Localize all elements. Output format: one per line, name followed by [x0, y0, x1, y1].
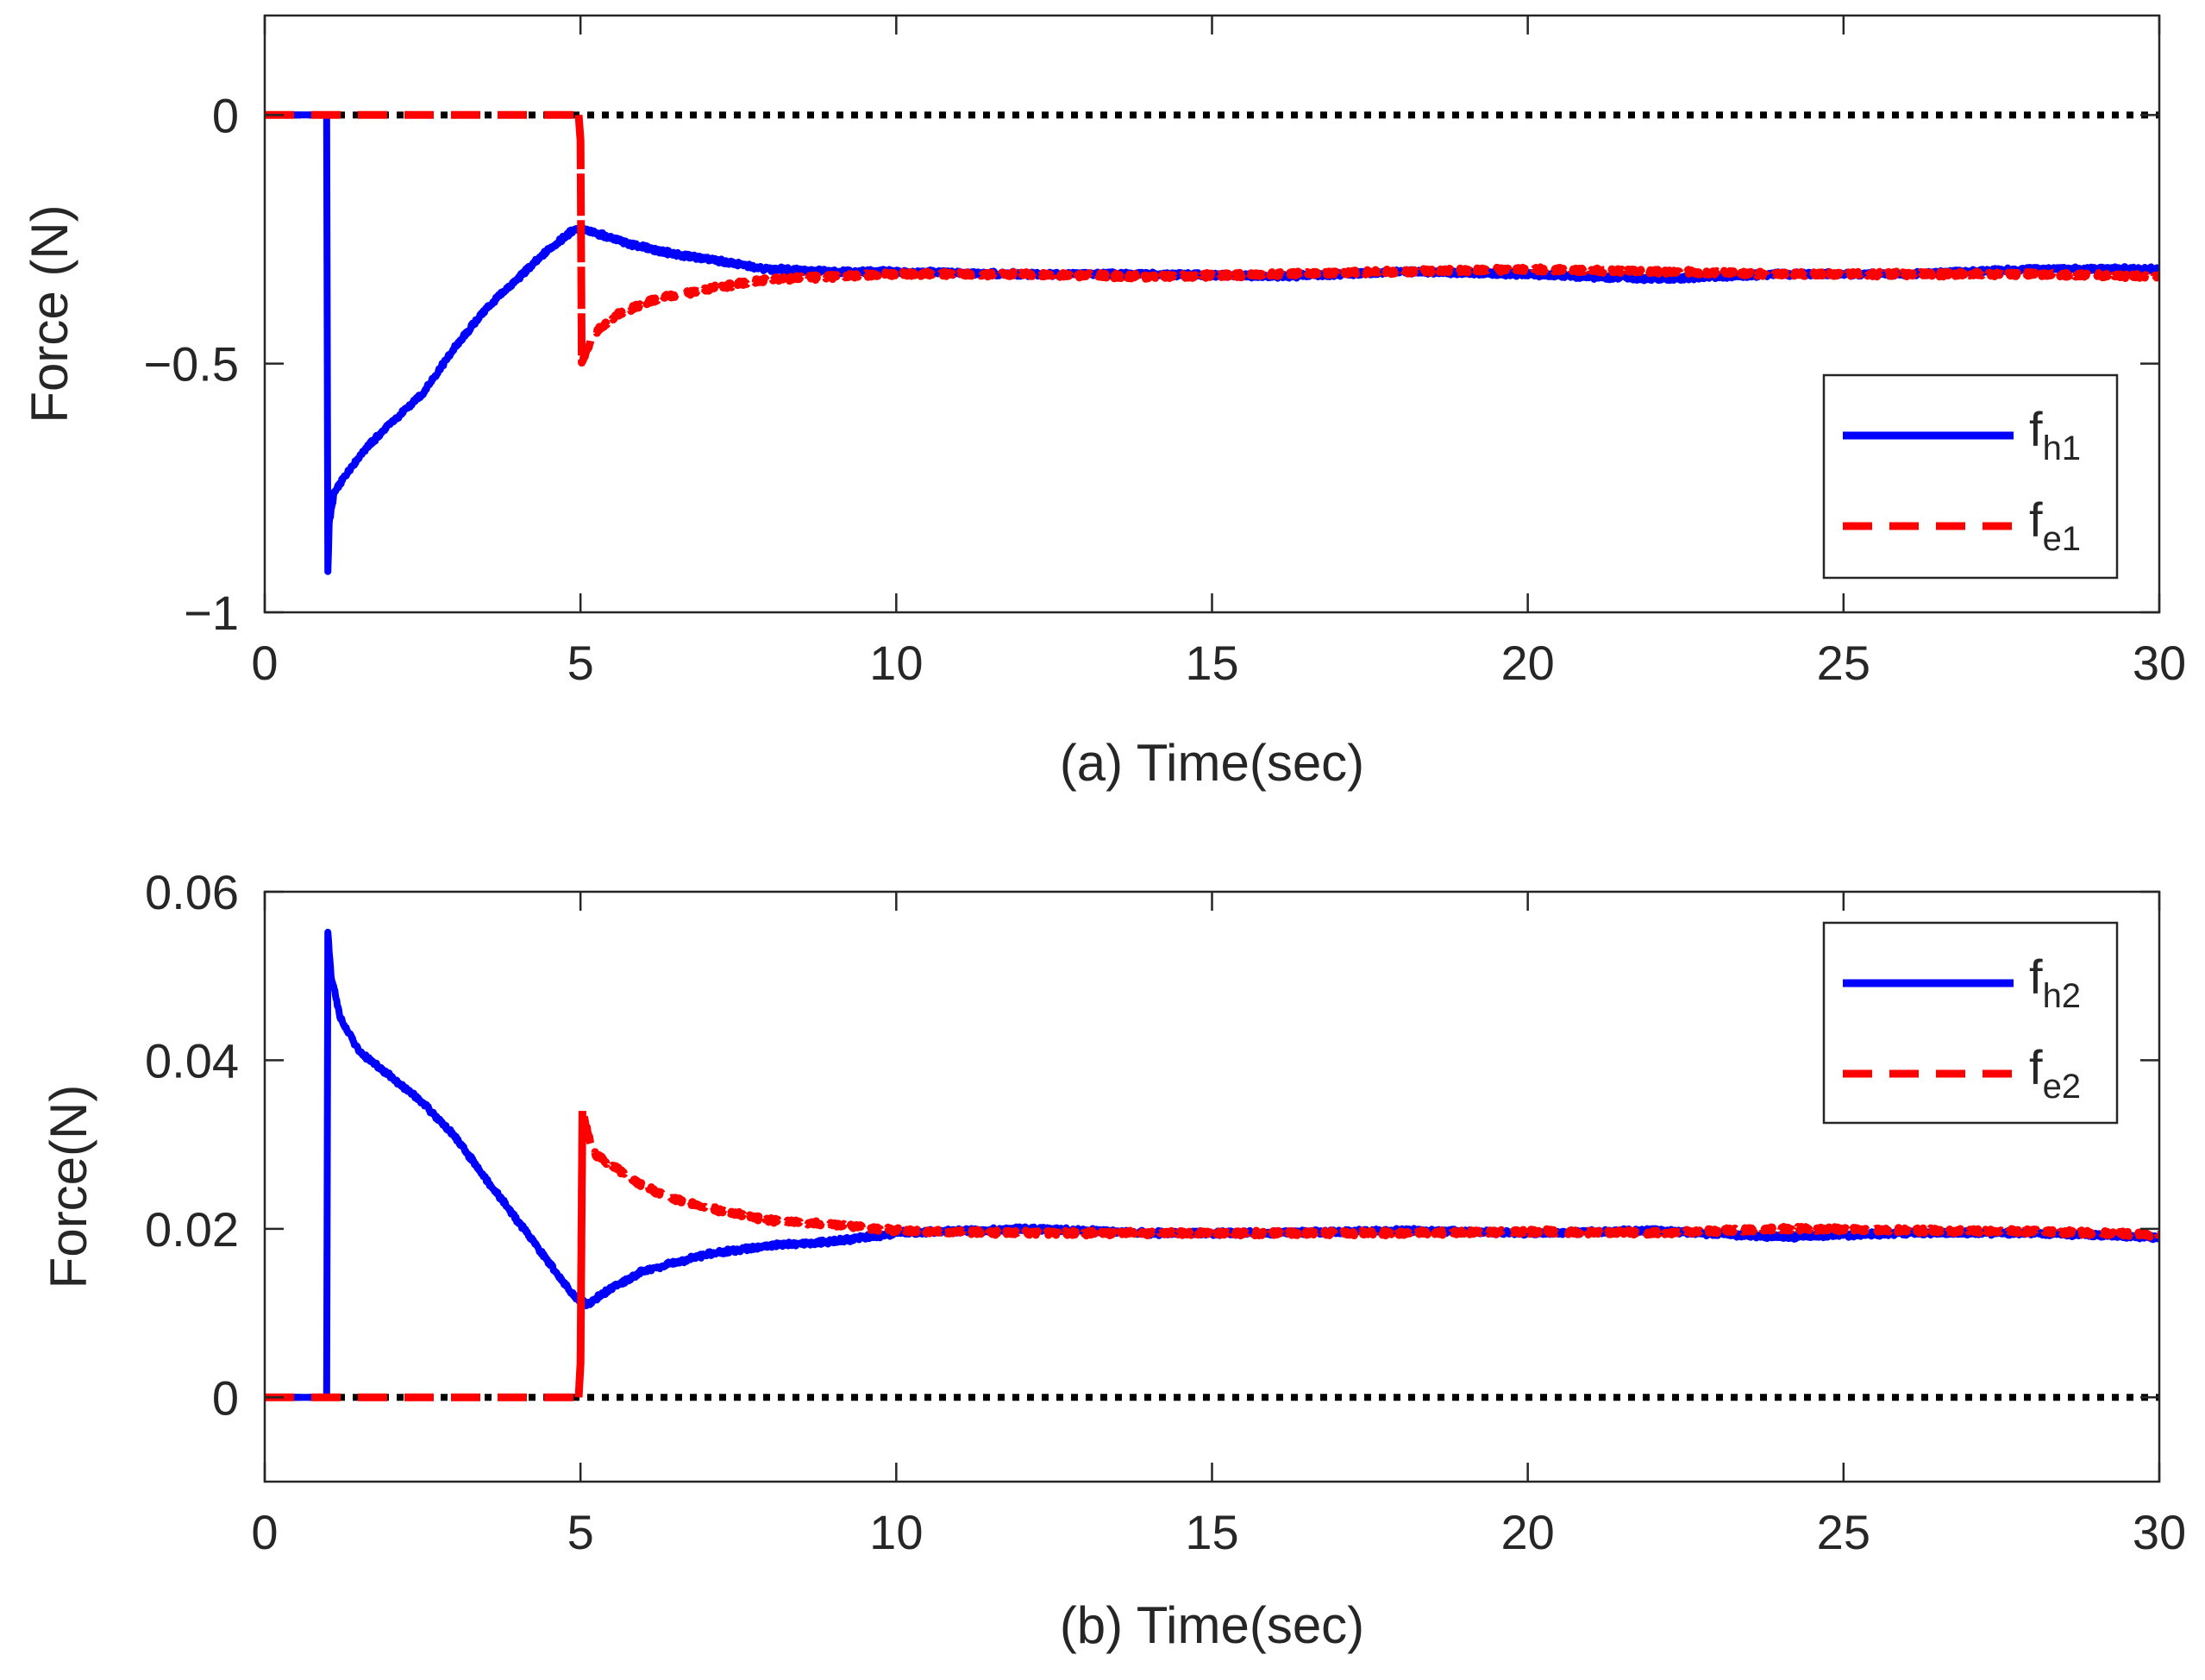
- legend-box: [1822, 373, 2119, 580]
- y-tick-label: 0.02: [145, 1202, 239, 1257]
- x-tick-label: 15: [1185, 636, 1238, 690]
- x-tick-label: 25: [1817, 636, 1870, 690]
- series-line-e2: [265, 1107, 2159, 1401]
- x-tick-label: 30: [2133, 1505, 2186, 1559]
- y-tick-label: 0: [212, 1370, 239, 1425]
- y-tick-label: 0: [212, 88, 239, 142]
- x-axis-label: (b) Time(sec): [1060, 1596, 1364, 1654]
- legend-box: [1822, 921, 2119, 1125]
- y-tick-label: −1: [184, 586, 239, 640]
- y-tick-label: 0.06: [145, 865, 239, 919]
- x-tick-label: 0: [251, 636, 278, 690]
- panel-a: 0 5 10 15 20 25 30 −1 −0.5 0 (a) Time(sec) Force (N…: [21, 14, 2186, 792]
- series-line-e1: [265, 110, 2159, 367]
- x-tick-label: 5: [567, 1505, 594, 1559]
- x-tick-label: 30: [2133, 636, 2186, 690]
- x-tick-label: 0: [251, 1505, 278, 1559]
- panel-b: 0 5 10 15 20 25 30 0 0.02 0.04 0.06 (b) Time(sec) Fo…: [40, 865, 2186, 1654]
- y-tick-label: 0.04: [145, 1033, 239, 1088]
- x-tick-label: 10: [869, 1505, 923, 1559]
- y-axis-label: Force(N): [40, 1085, 97, 1289]
- x-tick-label: 5: [567, 636, 594, 690]
- y-tick-label: −0.5: [143, 337, 239, 392]
- y-axis-label: Force (N): [21, 204, 78, 423]
- x-tick-label: 20: [1501, 1505, 1555, 1559]
- x-tick-label: 10: [869, 636, 923, 690]
- legend-label-h2: fh2: [2029, 950, 2081, 1015]
- x-tick-label: 20: [1501, 636, 1555, 690]
- legend-label-h1: fh1: [2029, 402, 2081, 467]
- x-axis-label: (a) Time(sec): [1060, 734, 1364, 792]
- x-tick-label: 25: [1817, 1505, 1870, 1559]
- legend-label-e2: fe2: [2029, 1040, 2081, 1106]
- legend-label-e1: fe1: [2029, 492, 2081, 558]
- x-tick-label: 15: [1185, 1505, 1238, 1559]
